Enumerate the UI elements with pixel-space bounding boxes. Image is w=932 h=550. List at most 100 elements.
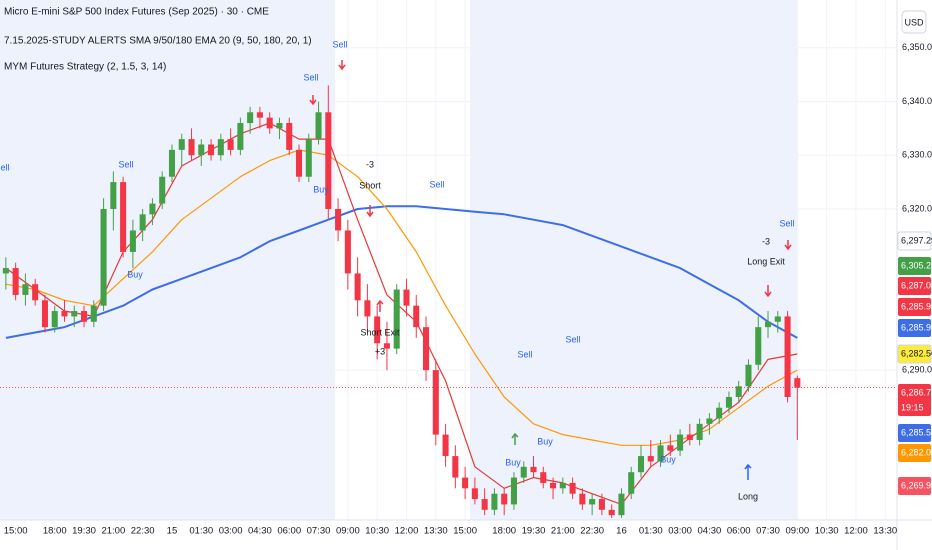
x-tick-label: 12:00	[395, 526, 419, 537]
signal-label: -3	[366, 159, 374, 169]
candle-body	[471, 488, 478, 500]
candle-body	[22, 284, 29, 295]
x-tick-label: 04:30	[248, 526, 272, 537]
y-tick-label: 6,320.00	[902, 203, 932, 213]
signal-label: Buy	[505, 457, 521, 467]
x-tick-label: 15:00	[4, 526, 28, 537]
candle-body	[491, 493, 498, 510]
session-shade	[470, 0, 798, 520]
signal-label: Long	[738, 491, 758, 501]
candle-body	[442, 434, 449, 457]
session-shade	[0, 0, 335, 520]
price-tag-label: 6,285.95	[901, 322, 932, 332]
candle-body	[540, 472, 547, 483]
signal-label: Short	[359, 180, 381, 190]
signal-label: -3	[762, 236, 770, 246]
x-tick-label: 21:00	[551, 526, 575, 537]
x-tick-label: 21:00	[101, 526, 125, 537]
candle-body	[413, 305, 420, 328]
candle-body	[725, 396, 732, 408]
price-tag	[898, 384, 931, 416]
candle-body	[462, 477, 469, 489]
candle-body	[784, 316, 791, 397]
x-tick-label: 13:30	[873, 526, 897, 537]
candle-body	[149, 203, 156, 215]
countdown: 19:15	[901, 402, 924, 412]
candle-body	[51, 311, 58, 328]
indicator-line	[5, 149, 798, 446]
x-tick-label: 06:00	[727, 526, 751, 537]
x-tick-label: 19:30	[522, 526, 546, 537]
x-tick-label: 16	[616, 526, 627, 537]
price-tag	[898, 444, 931, 462]
price-tag	[898, 298, 931, 316]
candle-body	[286, 123, 293, 150]
candle-body	[706, 418, 713, 424]
price-tag-label: 6,305.29	[901, 260, 932, 270]
signal-label: Sell	[779, 218, 794, 228]
candle-body	[159, 176, 166, 204]
candle-body	[374, 316, 381, 344]
signal-label: Sell	[565, 334, 580, 344]
price-tag-label: 6,269.98	[901, 480, 932, 490]
candle-body	[100, 208, 107, 306]
indicator-label[interactable]: MYM Futures Strategy (2, 1.5, 3, 14)	[4, 62, 166, 73]
candle-body	[61, 311, 68, 317]
x-tick-label: 09:00	[336, 526, 360, 537]
price-tag	[897, 231, 932, 251]
x-tick-label: 03:00	[668, 526, 692, 537]
price-tag	[898, 277, 931, 295]
signal-label: Buy	[660, 454, 676, 464]
x-tick-label: 10:30	[365, 526, 389, 537]
x-tick-label: 13:30	[424, 526, 448, 537]
candle-body	[452, 456, 459, 478]
indicator-line	[5, 205, 798, 339]
candle-body	[81, 311, 88, 322]
candle-body	[335, 208, 342, 231]
price-tag	[898, 477, 931, 495]
price-tag-label: 6,285.56	[901, 427, 932, 437]
candle-body	[569, 482, 576, 494]
candle-body	[696, 423, 703, 440]
symbol-title[interactable]: Micro E-mini S&P 500 Index Futures (Sep …	[4, 7, 269, 18]
candle-body	[198, 144, 205, 156]
price-tag	[898, 319, 931, 337]
candle-body	[393, 289, 400, 349]
y-tick-label: 6,290.00	[902, 364, 932, 374]
candle-body	[618, 493, 625, 516]
candle-body	[755, 327, 762, 365]
candle-body	[344, 230, 351, 274]
signal-arrows	[309, 60, 792, 480]
price-tag-label: 6,287.00	[901, 280, 932, 290]
x-tick-label: 04:30	[698, 526, 722, 537]
candle-body	[559, 482, 566, 489]
x-tick-label: 10:30	[815, 526, 839, 537]
candle-body	[501, 493, 508, 505]
currency-label: USD	[904, 17, 924, 27]
currency-button[interactable]	[901, 10, 927, 34]
signal-label: Buy	[537, 436, 553, 446]
candle-body	[677, 434, 684, 451]
x-tick-label: 07:30	[756, 526, 780, 537]
indicator-line	[5, 122, 798, 505]
candle-body	[735, 386, 742, 397]
indicator-label[interactable]: 7.15.2025-STUDY ALERTS SMA 9/50/180 EMA …	[4, 36, 312, 47]
signal-label: Sell	[429, 179, 444, 189]
candle-body	[774, 316, 781, 322]
candle-body	[2, 268, 9, 274]
x-tick-label: 01:30	[189, 526, 213, 537]
candle-body	[764, 321, 772, 328]
x-tick-label: 01:30	[639, 526, 663, 537]
price-tag-label: 6,285.97	[901, 301, 932, 311]
x-tick-label: 12:00	[844, 526, 868, 537]
candle-body	[120, 182, 127, 252]
x-tick-label: 15:00	[453, 526, 477, 537]
candle-body	[315, 112, 322, 140]
x-tick-label: 22:30	[580, 526, 604, 537]
candle-body	[530, 466, 537, 473]
candle-body	[139, 214, 146, 231]
axes: 6,290.00 6,320.00 6,330.00 6,340.00 6,350.00…	[4, 42, 932, 536]
y-tick-label: 6,330.00	[902, 150, 932, 160]
candle-body	[266, 117, 273, 129]
